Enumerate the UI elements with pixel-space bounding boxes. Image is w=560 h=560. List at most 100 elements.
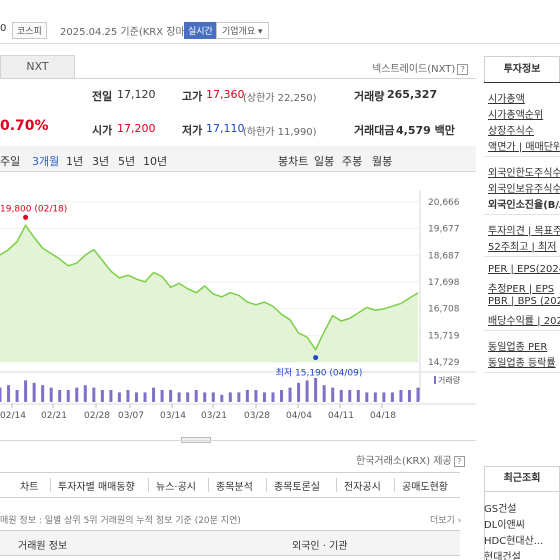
period-5y[interactable]: 5년 xyxy=(118,155,136,168)
period-10y[interactable]: 10년 xyxy=(143,155,168,168)
help-icon[interactable]: ? xyxy=(457,63,469,75)
y-tick-label: 14,729 xyxy=(428,358,460,368)
tab-item[interactable]: 전자공시 xyxy=(344,482,381,493)
invest-item[interactable]: 외국인소진율(B/A) xyxy=(488,200,560,211)
volume-bar xyxy=(41,385,45,402)
tab-item[interactable]: 공매도현황 xyxy=(402,482,448,493)
period-1y[interactable]: 1년 xyxy=(66,155,84,168)
candle-chart-option[interactable]: 봉차트 xyxy=(278,155,309,168)
upper-limit: (상한가 22,250) xyxy=(243,93,317,104)
invest-item[interactable]: 추정PER | EPS xyxy=(488,284,555,295)
volume-bar xyxy=(177,392,181,402)
market-badge: 코스피 xyxy=(12,22,47,39)
tab-separator xyxy=(336,478,337,492)
period-3m[interactable]: 3개월 xyxy=(32,155,60,168)
invest-item[interactable]: 배당수익률 | 2025 xyxy=(488,316,560,327)
period-3y[interactable]: 3년 xyxy=(92,155,110,168)
open-value: 17,200 xyxy=(117,122,156,135)
invest-item[interactable]: 동일업종 PER xyxy=(488,342,548,353)
monthly-option[interactable]: 월봉 xyxy=(372,155,393,168)
invest-divider xyxy=(484,256,560,257)
prev-close-label: 전일 xyxy=(92,90,113,103)
y-tick-label: 20,666 xyxy=(428,198,460,208)
invest-item[interactable]: 상장주식수 xyxy=(488,126,534,137)
tab-row xyxy=(0,472,460,498)
th-broker-info: 거래원 정보 xyxy=(18,541,68,552)
invest-item[interactable]: PBR | BPS (2024.1 xyxy=(488,296,560,307)
weekly-option[interactable]: 주봉 xyxy=(342,155,363,168)
volume-bar xyxy=(15,390,19,402)
invest-item[interactable]: PER | EPS(2024.1 xyxy=(488,264,560,275)
nxt-label[interactable]: 넥스트레이드(NXT)? xyxy=(372,60,469,75)
tab-item[interactable]: 뉴스·공시 xyxy=(156,482,196,493)
tab-item[interactable]: 종목토론실 xyxy=(274,482,320,493)
volume-bar xyxy=(194,390,198,402)
realtime-badge[interactable]: 실시간 xyxy=(184,22,217,39)
y-tick-label: 18,687 xyxy=(428,251,460,261)
invest-divider xyxy=(484,372,560,373)
tab-underline xyxy=(75,78,476,79)
x-tick-label: 03/07 xyxy=(118,411,144,421)
tab-separator xyxy=(394,478,395,492)
nxt-tab[interactable]: NXT xyxy=(0,55,75,79)
recent-item[interactable]: DL이앤씨 xyxy=(484,520,525,531)
chevron-right-icon: › xyxy=(457,516,462,526)
volume-bar xyxy=(24,380,28,402)
volume-bar xyxy=(390,392,394,402)
volume-bar xyxy=(288,387,292,402)
company-overview-label: 기업개요 xyxy=(222,27,256,37)
tab-item[interactable]: 종목분석 xyxy=(216,482,253,493)
period-bar xyxy=(0,146,476,172)
invest-info-header[interactable]: 투자정보 xyxy=(484,56,560,82)
volume-bar xyxy=(280,390,284,402)
price-chart[interactable]: 20,666 19,677 18,687 17,698 16,708 15,719 14,7… xyxy=(0,172,476,440)
invest-item[interactable]: 액면가 | 매매단위 xyxy=(488,142,560,153)
more-label: 더보기 xyxy=(430,516,455,526)
volume-bar xyxy=(186,392,190,402)
invest-item[interactable]: 외국인한도주식수 xyxy=(488,168,560,179)
volume-bar xyxy=(75,387,79,402)
broker-info-line: 매원 정보 : 일별 상위 5위 거래원의 누적 정보 기준 (20분 지연) xyxy=(0,516,241,526)
more-link[interactable]: 더보기 › xyxy=(430,513,461,526)
volume-bar xyxy=(399,390,403,402)
volume-bar xyxy=(322,385,326,402)
recent-item[interactable]: GS건설 xyxy=(484,504,517,515)
daily-option[interactable]: 일봉 xyxy=(314,155,335,168)
volume-bar xyxy=(109,390,113,402)
volume-axis-label: 거래량 xyxy=(438,375,461,385)
invest-item[interactable]: 투자의견 | 목표주 xyxy=(488,226,560,237)
recent-item[interactable]: HDC현대산... xyxy=(484,536,544,547)
open-label: 시가 xyxy=(92,124,113,137)
invest-item[interactable]: 시가총액 xyxy=(488,94,525,105)
tab-separator xyxy=(148,478,149,492)
company-overview-dropdown[interactable]: 기업개요 ▾ xyxy=(216,22,269,39)
tab-item[interactable]: 차트 xyxy=(20,482,39,493)
tab-separator xyxy=(208,478,209,492)
volume-legend-mark xyxy=(434,376,436,384)
volume-bar xyxy=(211,392,215,402)
help-icon[interactable]: ? xyxy=(453,455,465,467)
low-annotation: 최저 15,190 (04/09) xyxy=(276,368,363,379)
volume-bar xyxy=(0,387,2,402)
volume-bar xyxy=(49,387,53,402)
volume-bar xyxy=(220,394,224,402)
invest-item[interactable]: 52주최고 | 최저 xyxy=(488,242,557,253)
volume-bar xyxy=(262,392,266,402)
tab-separator xyxy=(50,478,51,492)
recent-item[interactable]: 현대건설 xyxy=(484,552,521,560)
invest-item[interactable]: 외국인보유주식수 xyxy=(488,184,560,195)
volume-bar xyxy=(373,392,377,402)
invest-item[interactable]: 시가총액순위 xyxy=(488,110,544,121)
x-tick-label: 04/04 xyxy=(286,411,312,421)
volume-bar xyxy=(407,390,411,402)
volume-bar xyxy=(237,392,241,402)
volume-bar xyxy=(92,387,96,402)
high-value: 17,360 xyxy=(206,88,245,101)
x-tick-label: 02/14 xyxy=(0,411,26,421)
invest-item[interactable]: 동일업종 등락률 xyxy=(488,358,556,369)
tab-item[interactable]: 투자자별 매매동향 xyxy=(58,482,135,493)
period-week[interactable]: 주일 xyxy=(0,155,21,168)
table-body xyxy=(0,556,460,560)
price-area-fill xyxy=(0,225,418,362)
y-tick-label: 17,698 xyxy=(428,278,460,288)
